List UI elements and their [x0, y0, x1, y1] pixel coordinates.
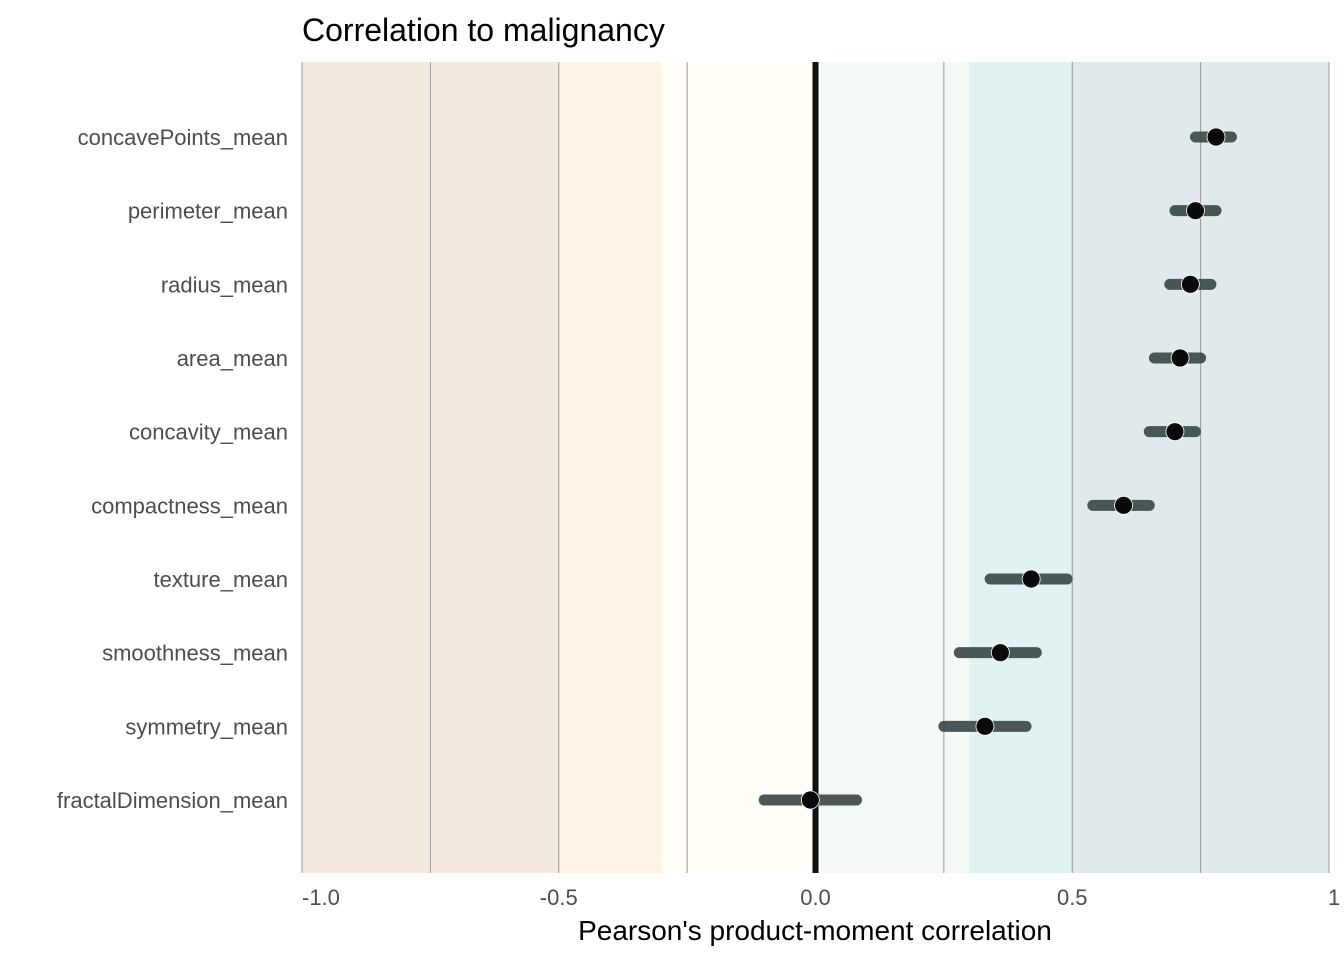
background-band-3: [815, 62, 970, 873]
x-tick-label-3: 0.5: [1057, 885, 1088, 910]
point-concavity_mean: [1165, 422, 1185, 442]
background-band-4: [969, 62, 1073, 873]
y-label-smoothness_mean: smoothness_mean: [102, 641, 288, 666]
x-tick-label-2: 0.0: [800, 885, 831, 910]
y-label-radius_mean: radius_mean: [161, 272, 288, 297]
y-label-fractalDimension_mean: fractalDimension_mean: [57, 788, 288, 813]
band-dividers: [301, 62, 1330, 873]
estimate-points: [800, 127, 1226, 810]
y-axis-labels: concavePoints_mean perimeter_mean radius_m…: [57, 125, 288, 813]
point-texture_mean: [1021, 569, 1041, 589]
background-band-2: [661, 62, 816, 873]
point-perimeter_mean: [1186, 201, 1205, 221]
point-radius_mean: [1180, 274, 1200, 294]
point-smoothness_mean: [990, 643, 1010, 663]
point-compactness_mean: [1114, 495, 1133, 515]
y-label-texture_mean: texture_mean: [153, 567, 288, 592]
background-band-1: [558, 62, 662, 873]
y-label-perimeter_mean: perimeter_mean: [128, 199, 288, 224]
chart-title: Correlation to malignancy: [302, 12, 665, 48]
x-tick-label-1: -0.5: [540, 885, 578, 910]
y-label-area_mean: area_mean: [177, 346, 288, 371]
y-label-symmetry_mean: symmetry_mean: [125, 714, 288, 739]
point-fractalDimension_mean: [800, 790, 820, 810]
point-symmetry_mean: [975, 716, 995, 736]
x-tick-label-0: -1.0: [302, 885, 340, 910]
x-axis-tick-labels: -1.0 -0.5 0.0 0.5 1: [302, 885, 1340, 910]
y-label-concavePoints_mean: concavePoints_mean: [78, 125, 288, 150]
point-concavePoints_mean: [1206, 127, 1226, 147]
x-axis-title: Pearson's product-moment correlation: [578, 915, 1052, 946]
y-label-concavity_mean: concavity_mean: [129, 420, 288, 445]
point-area_mean: [1170, 348, 1190, 368]
y-label-compactness_mean: compactness_mean: [91, 493, 288, 518]
x-tick-label-4: 1: [1328, 885, 1340, 910]
